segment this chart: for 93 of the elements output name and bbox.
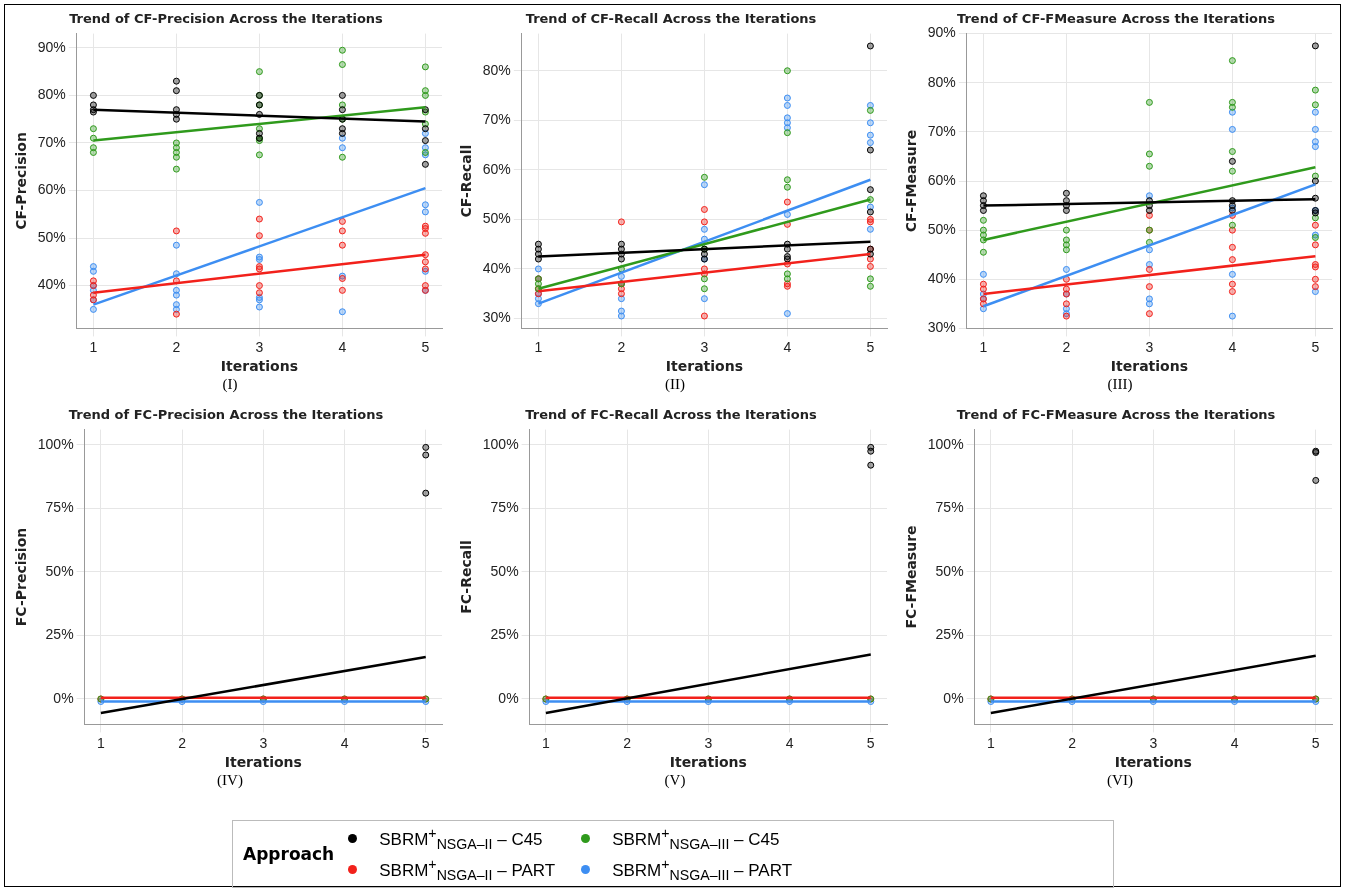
y-tick-label: 25% bbox=[935, 626, 964, 643]
y-tick-label: 80% bbox=[482, 61, 511, 78]
y-axis-title: CF-Precision bbox=[13, 132, 30, 230]
y-axis-title: CF-FMeasure bbox=[903, 129, 920, 233]
x-tick-label: 2 bbox=[617, 338, 626, 355]
text: (III) bbox=[1106, 376, 1134, 393]
y-axis-title: FC-Recall bbox=[458, 540, 475, 614]
y-axis-title: FC-Precision bbox=[13, 527, 30, 627]
x-tick-label: 5 bbox=[421, 734, 430, 751]
x-axis-title: Iterations bbox=[224, 754, 302, 771]
x-axis-title: Iterations bbox=[665, 358, 743, 375]
x-tick-label: 4 bbox=[338, 338, 347, 355]
chart-title: Trend of CF-Precision Across the Iterations bbox=[69, 11, 384, 27]
y-tick-label: 50% bbox=[490, 562, 519, 579]
x-tick-label: 5 bbox=[866, 734, 875, 751]
y-tick-label: 60% bbox=[927, 171, 956, 188]
y-tick-label: 80% bbox=[927, 73, 956, 90]
x-tick-label: 2 bbox=[1068, 734, 1077, 751]
x-tick-label: 4 bbox=[1228, 338, 1237, 355]
x-tick-label: 3 bbox=[704, 734, 713, 751]
legend-label: SBRM$^{+}$$_{NSGA–II}$ – PART bbox=[379, 856, 556, 884]
y-tick-label: 100% bbox=[37, 435, 74, 452]
y-tick-label: 25% bbox=[45, 626, 74, 643]
x-tick-label: 4 bbox=[1230, 734, 1239, 751]
y-tick-label: 90% bbox=[927, 24, 956, 41]
x-tick-label: 1 bbox=[89, 338, 98, 355]
chart-title: Trend of FC-Precision Across the Iterations bbox=[68, 407, 384, 423]
y-tick-label: 90% bbox=[37, 38, 66, 55]
x-tick-label: 2 bbox=[172, 338, 181, 355]
legend-label: SBRM$^{+}$$_{NSGA–III}$ – C45 bbox=[612, 824, 780, 852]
x-tick-label: 3 bbox=[1149, 734, 1158, 751]
x-tick-label: 5 bbox=[1311, 338, 1320, 355]
text: (V) bbox=[663, 772, 687, 789]
x-tick-label: 5 bbox=[866, 338, 875, 355]
x-tick-label: 4 bbox=[783, 338, 792, 355]
legend-title: Approach bbox=[243, 844, 335, 864]
y-tick-label: 50% bbox=[482, 210, 511, 227]
chart-title: Trend of CF-FMeasure Across the Iterations bbox=[956, 11, 1276, 27]
y-tick-label: 100% bbox=[482, 435, 519, 452]
legend-label: SBRM$^{+}$$_{NSGA–III}$ – PART bbox=[612, 856, 793, 884]
text: (I) bbox=[221, 376, 239, 393]
y-tick-label: 60% bbox=[37, 181, 66, 198]
y-tick-label: 0% bbox=[943, 689, 964, 706]
chart-title: Trend of FC-Recall Across the Iterations bbox=[525, 407, 817, 423]
chart-title: Trend of FC-FMeasure Across the Iterations bbox=[956, 407, 1276, 423]
y-axis-title: CF-Recall bbox=[458, 144, 475, 218]
x-axis-title: Iterations bbox=[669, 754, 747, 771]
y-tick-label: 50% bbox=[935, 562, 964, 579]
y-tick-label: 40% bbox=[927, 270, 956, 287]
x-tick-label: 1 bbox=[979, 338, 988, 355]
x-tick-label: 1 bbox=[541, 734, 550, 751]
x-tick-label: 2 bbox=[178, 734, 187, 751]
y-tick-label: 75% bbox=[45, 499, 74, 516]
y-tick-label: 50% bbox=[927, 220, 956, 237]
x-tick-label: 4 bbox=[785, 734, 794, 751]
x-tick-label: 3 bbox=[259, 734, 268, 751]
y-tick-label: 70% bbox=[482, 111, 511, 128]
y-tick-label: 40% bbox=[482, 259, 511, 276]
x-tick-label: 2 bbox=[1062, 338, 1071, 355]
y-tick-label: 0% bbox=[498, 689, 519, 706]
x-axis-title: Iterations bbox=[220, 358, 298, 375]
x-axis-title: Iterations bbox=[1114, 754, 1192, 771]
y-tick-label: 0% bbox=[53, 689, 74, 706]
y-tick-label: 75% bbox=[490, 499, 519, 516]
y-tick-label: 70% bbox=[37, 133, 66, 150]
y-tick-label: 80% bbox=[37, 86, 66, 103]
text: (IV) bbox=[216, 772, 244, 789]
x-tick-label: 3 bbox=[255, 338, 264, 355]
x-tick-label: 5 bbox=[421, 338, 430, 355]
y-tick-label: 70% bbox=[927, 122, 956, 139]
y-tick-label: 50% bbox=[45, 562, 74, 579]
x-tick-label: 3 bbox=[700, 338, 709, 355]
text: (II) bbox=[664, 376, 686, 393]
y-tick-label: 25% bbox=[490, 626, 519, 643]
x-tick-label: 2 bbox=[623, 734, 632, 751]
x-tick-label: 3 bbox=[1145, 338, 1154, 355]
x-tick-label: 5 bbox=[1311, 734, 1320, 751]
y-tick-label: 100% bbox=[927, 435, 964, 452]
y-tick-label: 50% bbox=[37, 228, 66, 245]
y-tick-label: 30% bbox=[927, 319, 956, 336]
y-tick-label: 60% bbox=[482, 160, 511, 177]
x-axis-title: Iterations bbox=[1110, 358, 1188, 375]
legend-label: SBRM$^{+}$$_{NSGA–II}$ – C45 bbox=[379, 824, 543, 852]
x-tick-label: 1 bbox=[986, 734, 995, 751]
y-tick-label: 75% bbox=[935, 499, 964, 516]
chart-title: Trend of CF-Recall Across the Iterations bbox=[525, 11, 817, 27]
y-tick-label: 30% bbox=[482, 309, 511, 326]
x-tick-label: 4 bbox=[340, 734, 349, 751]
y-tick-label: 40% bbox=[37, 276, 66, 293]
x-tick-label: 1 bbox=[96, 734, 105, 751]
text: (VI) bbox=[1106, 772, 1134, 789]
x-tick-label: 1 bbox=[534, 338, 543, 355]
y-axis-title: FC-FMeasure bbox=[903, 525, 920, 629]
